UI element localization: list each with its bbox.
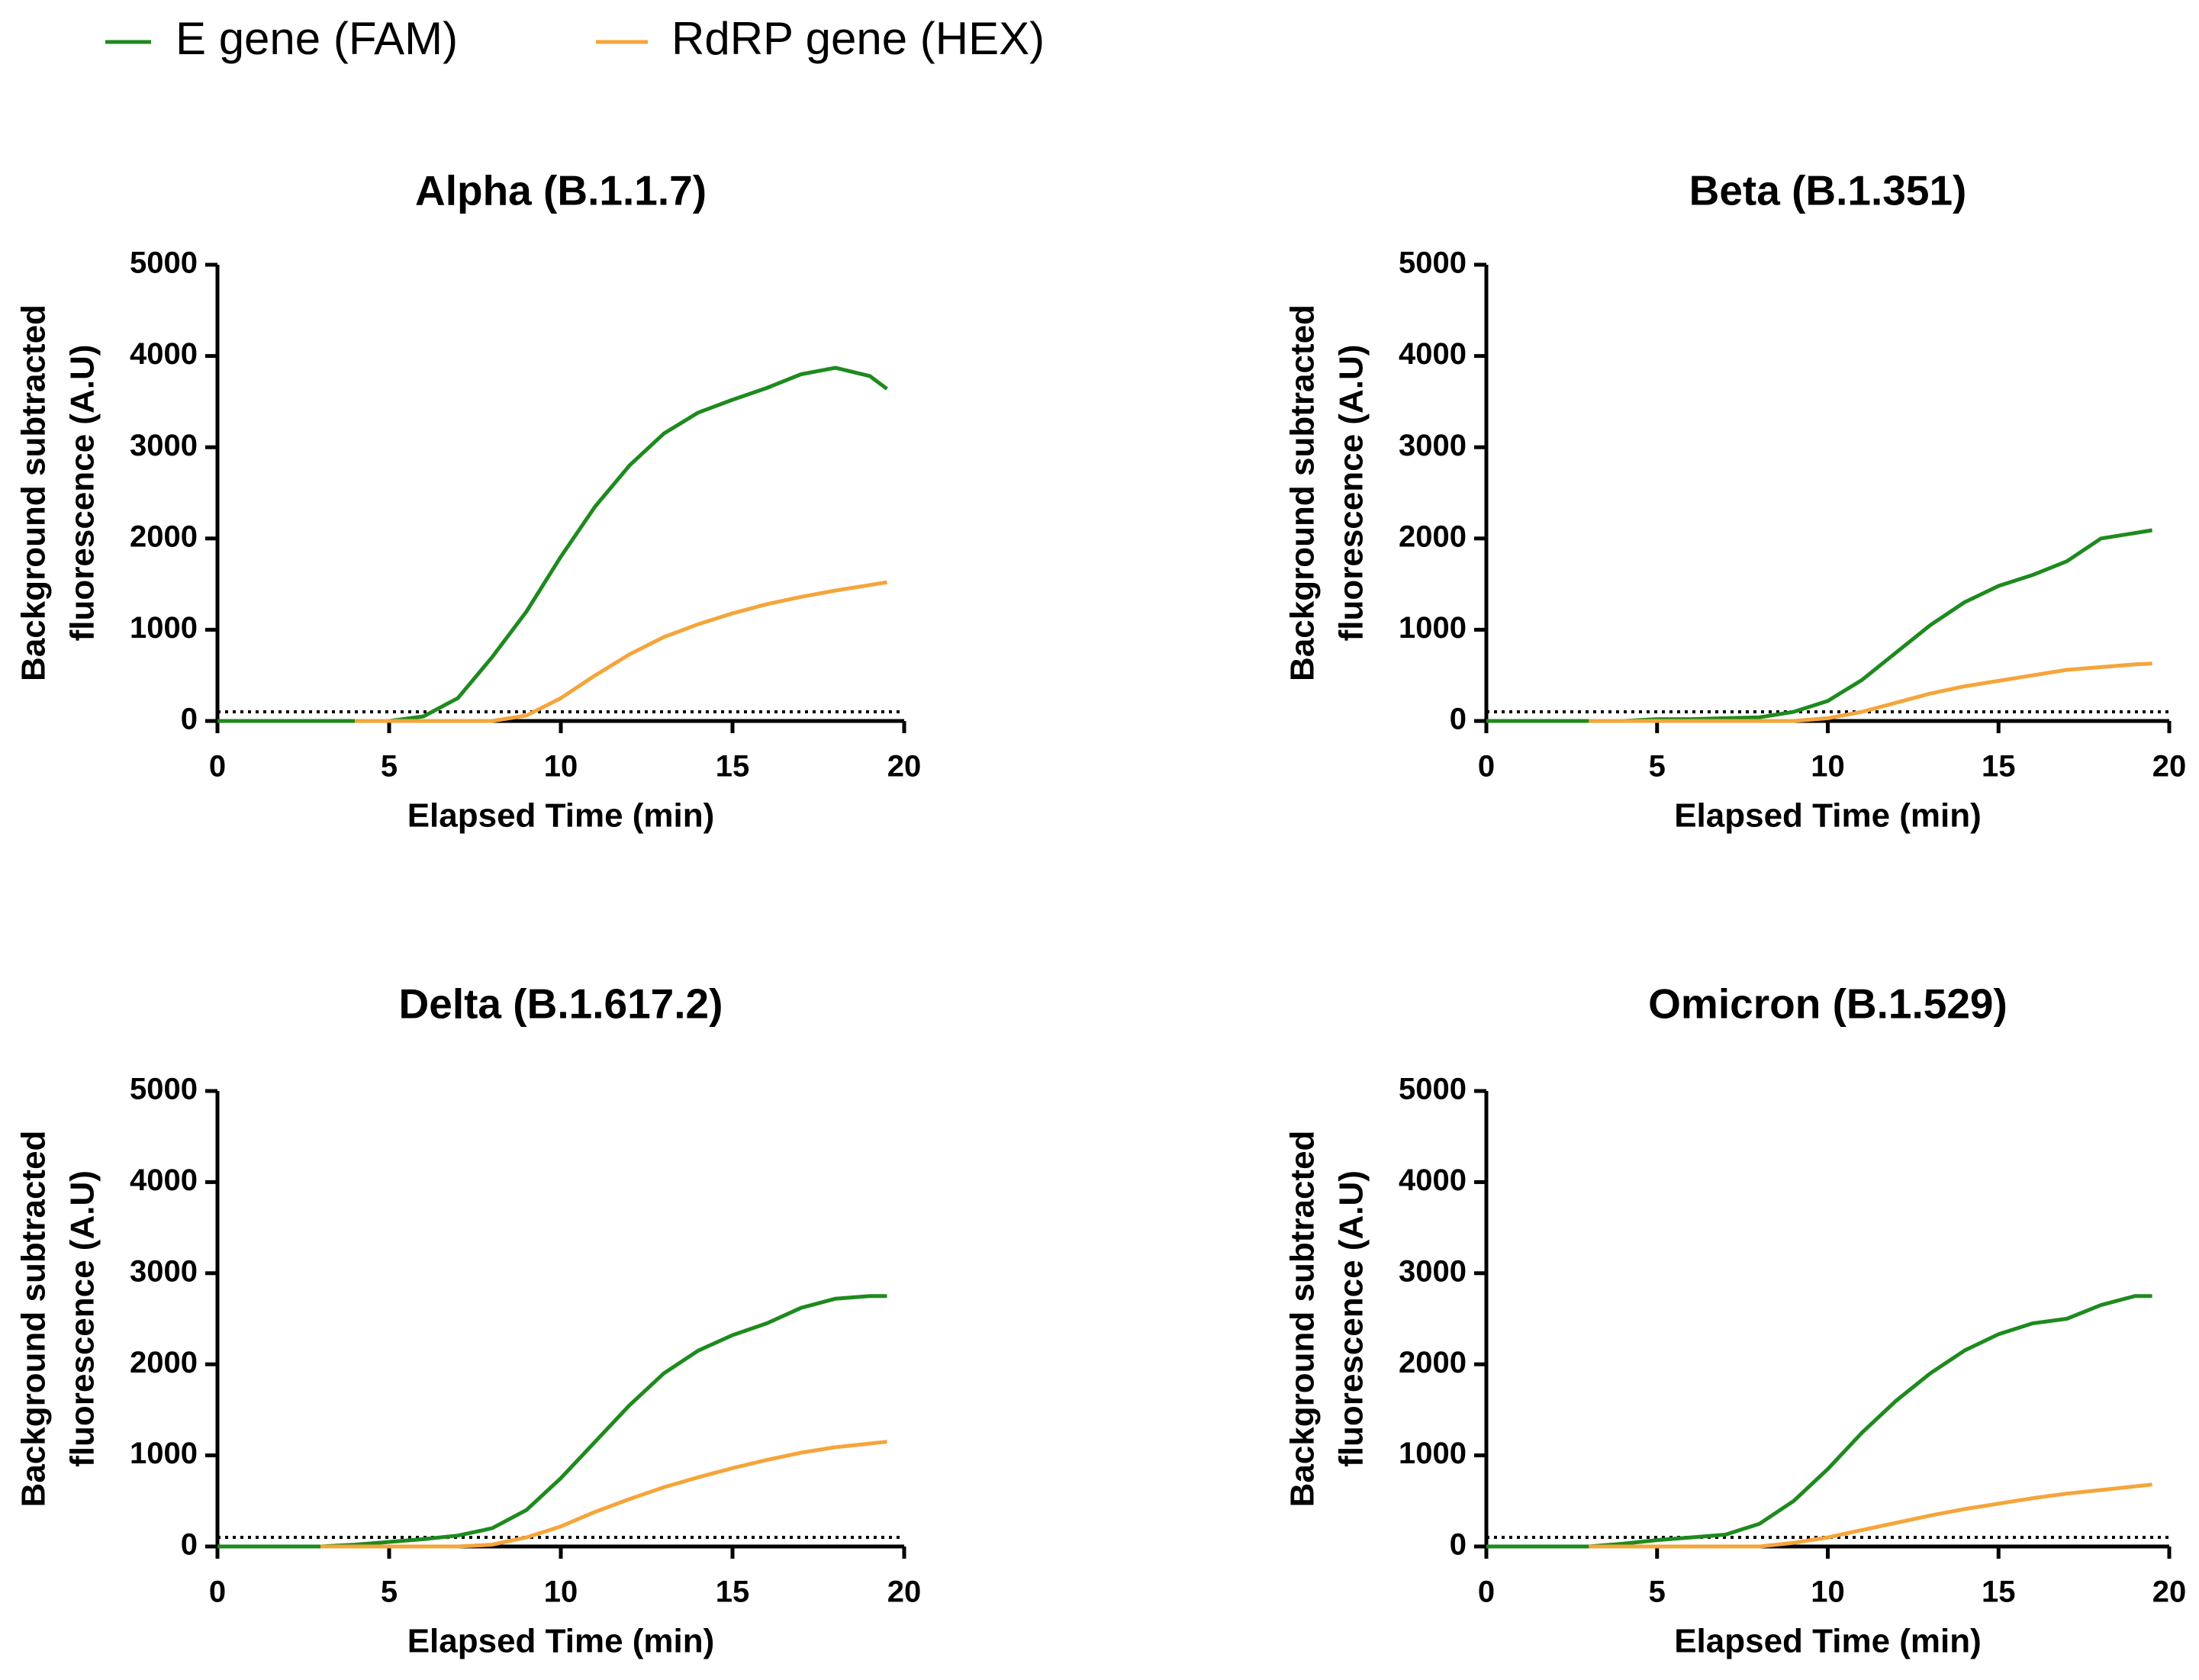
x-tick-label: 10 bbox=[1811, 750, 1845, 784]
x-axis-label: Elapsed Time (min) bbox=[407, 1623, 715, 1660]
x-tick-label: 0 bbox=[1478, 750, 1495, 784]
y-axis-label: Background subtracted bbox=[15, 1131, 53, 1508]
y-tick-label: 5000 bbox=[130, 1073, 198, 1106]
y-tick-label: 3000 bbox=[1399, 429, 1467, 462]
series-line bbox=[1486, 528, 2152, 723]
y-tick-label: 2000 bbox=[1399, 1346, 1467, 1379]
y-axis-label: fluorescence (A.U) bbox=[64, 1170, 101, 1467]
x-tick-label: 10 bbox=[544, 1575, 578, 1609]
y-tick-label: 0 bbox=[1450, 703, 1467, 736]
x-tick-label: 20 bbox=[2152, 750, 2187, 784]
legend-label: RdRP gene (HEX) bbox=[671, 13, 1045, 64]
x-tick-label: 15 bbox=[716, 1575, 750, 1609]
x-axis-label: Elapsed Time (min) bbox=[1674, 797, 1982, 835]
y-tick-label: 4000 bbox=[130, 337, 198, 371]
series-line bbox=[320, 1440, 887, 1549]
chart-title: Beta (B.1.351) bbox=[1689, 167, 1967, 214]
x-tick-label: 15 bbox=[1982, 1575, 2016, 1609]
x-axis-label: Elapsed Time (min) bbox=[407, 797, 715, 835]
x-tick-label: 15 bbox=[1982, 750, 2016, 784]
y-tick-label: 3000 bbox=[130, 1254, 198, 1288]
x-tick-label: 20 bbox=[887, 1575, 922, 1609]
x-tick-label: 5 bbox=[381, 1575, 398, 1609]
x-tick-label: 0 bbox=[209, 750, 226, 784]
y-axis-label: Background subtracted bbox=[15, 304, 53, 681]
y-tick-label: 4000 bbox=[130, 1163, 198, 1197]
y-tick-label: 0 bbox=[1450, 1528, 1467, 1562]
chart-title: Alpha (B.1.1.7) bbox=[415, 167, 707, 214]
y-tick-label: 5000 bbox=[1399, 1073, 1467, 1106]
y-axis-label: Background subtracted bbox=[1284, 1131, 1322, 1508]
x-tick-label: 20 bbox=[2152, 1575, 2187, 1609]
y-tick-label: 1000 bbox=[1399, 611, 1467, 645]
y-tick-label: 2000 bbox=[130, 520, 198, 553]
y-tick-label: 1000 bbox=[1399, 1437, 1467, 1470]
y-tick-label: 2000 bbox=[1399, 520, 1467, 553]
y-tick-label: 0 bbox=[181, 703, 198, 736]
series-line bbox=[217, 1294, 887, 1549]
legend-label: E gene (FAM) bbox=[175, 13, 458, 64]
x-tick-label: 5 bbox=[1649, 1575, 1666, 1609]
series-line bbox=[1589, 661, 2152, 723]
chart-title: Delta (B.1.617.2) bbox=[399, 980, 723, 1028]
y-axis-label: fluorescence (A.U) bbox=[1333, 1170, 1370, 1467]
y-axis-label: Background subtracted bbox=[1284, 304, 1322, 681]
y-tick-label: 2000 bbox=[130, 1346, 198, 1379]
x-tick-label: 10 bbox=[1811, 1575, 1845, 1609]
x-tick-label: 10 bbox=[544, 750, 578, 784]
y-tick-label: 3000 bbox=[130, 429, 198, 462]
series-line bbox=[1589, 1482, 2152, 1549]
x-tick-label: 0 bbox=[209, 1575, 226, 1609]
x-axis-label: Elapsed Time (min) bbox=[1674, 1623, 1982, 1660]
series-line bbox=[217, 365, 888, 723]
y-tick-label: 1000 bbox=[130, 1437, 198, 1470]
y-tick-label: 4000 bbox=[1399, 1163, 1467, 1197]
x-tick-label: 5 bbox=[1649, 750, 1666, 784]
series-line bbox=[1486, 1294, 2152, 1549]
x-tick-label: 5 bbox=[381, 750, 398, 784]
y-axis-label: fluorescence (A.U) bbox=[1333, 345, 1370, 642]
chart-title: Omicron (B.1.529) bbox=[1648, 980, 2007, 1028]
y-axis-label: fluorescence (A.U) bbox=[64, 345, 101, 642]
series-line bbox=[355, 580, 887, 723]
y-tick-label: 4000 bbox=[1399, 337, 1467, 371]
y-tick-label: 3000 bbox=[1399, 1254, 1467, 1288]
y-tick-label: 5000 bbox=[1399, 246, 1467, 280]
y-tick-label: 1000 bbox=[130, 611, 198, 645]
y-tick-label: 5000 bbox=[130, 246, 198, 280]
x-tick-label: 15 bbox=[716, 750, 750, 784]
y-tick-label: 0 bbox=[181, 1528, 198, 1562]
x-tick-label: 20 bbox=[887, 750, 922, 784]
x-tick-label: 0 bbox=[1478, 1575, 1495, 1609]
